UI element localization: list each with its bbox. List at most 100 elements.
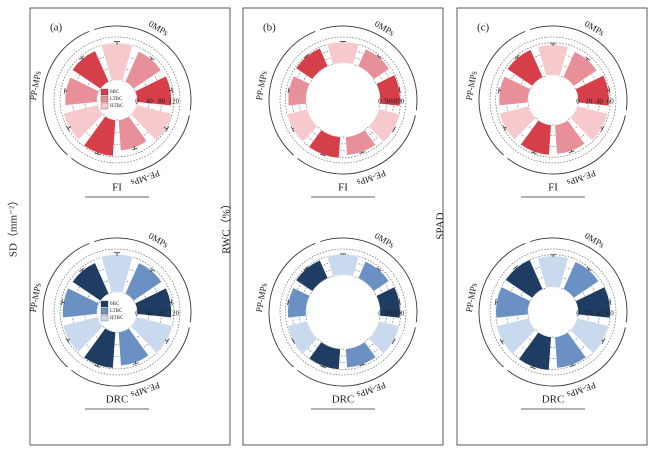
error-cap — [94, 152, 101, 156]
bar — [100, 254, 134, 294]
bar — [570, 317, 609, 354]
panel-frame — [29, 7, 231, 446]
error-cap — [61, 299, 63, 306]
bar — [570, 105, 608, 141]
error-cap — [497, 87, 500, 94]
error-cap — [568, 150, 575, 154]
bar — [505, 259, 544, 299]
r-tick-label: 0 — [378, 98, 382, 106]
bar — [575, 286, 611, 319]
bar — [575, 75, 610, 107]
r-tick-label: 60 — [390, 310, 398, 318]
group-arc — [507, 327, 626, 387]
group-label: 0MPs — [147, 231, 171, 250]
chart-title: FI — [548, 182, 558, 194]
group-label: 0MPs — [583, 19, 607, 38]
group-arc — [93, 25, 192, 111]
bar — [562, 51, 598, 87]
r-tick-label: 40 — [596, 98, 604, 106]
error-cap — [376, 54, 382, 60]
r-tick-label: 0 — [576, 310, 580, 318]
error-cap — [601, 338, 606, 344]
bar — [130, 104, 172, 141]
bar — [518, 331, 552, 371]
group-label: PE-MPs — [565, 168, 597, 188]
bar — [130, 316, 173, 354]
bar — [496, 317, 536, 355]
legend-label: 0BC — [110, 302, 120, 307]
legend-swatch — [100, 307, 109, 315]
error-cap — [398, 298, 401, 306]
error-cap — [600, 125, 605, 132]
error-cap — [608, 87, 611, 94]
panel-frame — [242, 7, 444, 446]
error-cap — [320, 365, 327, 369]
bar — [357, 48, 390, 80]
chart-title: FI — [338, 182, 348, 194]
bar — [554, 119, 586, 155]
group-label: 0MPs — [373, 231, 397, 250]
group-arc — [507, 115, 626, 175]
error-cap — [150, 267, 156, 272]
group-arc — [319, 237, 418, 323]
y-axis-label: SPAD — [435, 212, 447, 239]
group-arc — [478, 242, 526, 368]
panel-label: (a) — [50, 22, 63, 34]
group-arc — [268, 30, 316, 156]
bar — [118, 115, 148, 151]
group-arc — [268, 242, 316, 368]
r-tick-label: 60 — [607, 98, 615, 106]
r-tick-label: 20 — [585, 98, 593, 106]
r-tick-label: 80 — [158, 98, 166, 106]
error-bar — [61, 301, 65, 304]
error-cap — [94, 364, 101, 368]
r-tick-label: 20 — [585, 310, 593, 318]
bar — [118, 327, 149, 366]
error-bar — [96, 363, 99, 367]
error-cap — [132, 147, 138, 151]
bar — [326, 41, 360, 65]
bar — [499, 105, 536, 141]
bar — [124, 51, 162, 90]
chart-title: FI — [112, 182, 122, 194]
legend-swatch — [100, 88, 109, 96]
error-cap — [585, 56, 591, 61]
bar — [295, 47, 329, 80]
bar — [375, 74, 401, 107]
bar — [308, 341, 341, 370]
group-label: 0MPs — [373, 19, 397, 38]
error-cap — [287, 299, 289, 306]
r-tick-label: 90 — [397, 310, 405, 318]
outer-circle — [279, 248, 407, 376]
error-cap — [359, 363, 366, 367]
error-cap — [586, 266, 592, 272]
group-label: PE-MPs — [355, 380, 387, 400]
group-label: PP-MPs — [254, 70, 269, 101]
group-arc — [93, 237, 192, 323]
error-bar — [67, 126, 72, 129]
error-cap — [170, 299, 173, 306]
group-arc — [478, 30, 526, 156]
group-arc — [42, 242, 90, 368]
legend-swatch — [100, 314, 109, 322]
grid-circle — [305, 274, 381, 350]
error-bar — [81, 57, 84, 61]
bar — [345, 341, 377, 368]
error-cap — [529, 366, 536, 370]
group-arc — [71, 327, 190, 387]
error-cap — [514, 54, 520, 60]
bar — [62, 287, 100, 318]
bar — [537, 44, 569, 77]
bar — [554, 331, 587, 369]
bar — [62, 316, 104, 353]
group-label: PP-MPs — [464, 70, 479, 101]
bar — [63, 104, 104, 140]
legend-label: LTBC — [110, 309, 123, 314]
bar — [134, 287, 172, 318]
group-label: PP-MPs — [254, 282, 269, 313]
error-bar — [163, 126, 168, 130]
group-label: 0MPs — [583, 231, 607, 250]
bar — [83, 327, 116, 369]
bar — [64, 76, 100, 106]
error-cap — [63, 87, 66, 94]
